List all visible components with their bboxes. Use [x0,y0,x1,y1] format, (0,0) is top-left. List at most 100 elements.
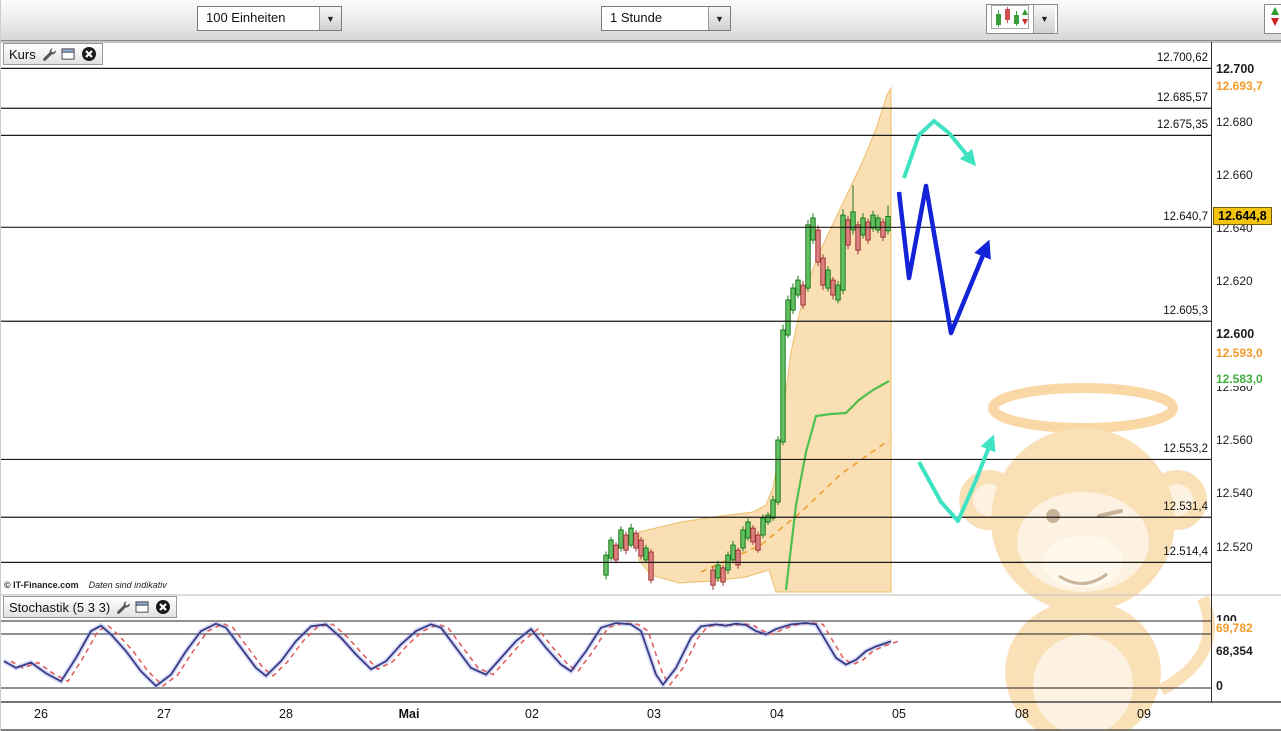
price-axis-tick: 12.700 [1216,62,1255,76]
candle-body [770,499,776,519]
x-axis-label: 27 [157,707,171,721]
price-level-label: 12.531,4 [1163,501,1208,514]
x-axis-label: Mai [398,707,420,721]
candle-body [855,224,861,251]
stoch-panel-title: Stochastik (5 3 3) [9,599,111,615]
candle-body [720,567,726,583]
close-icon[interactable] [81,46,97,62]
teal-arrow-bottom [917,434,996,523]
candle-body [603,554,609,576]
candle-body [800,284,806,306]
candle-body [885,215,891,232]
x-axis-label: 04 [770,707,784,721]
indicator-value-marker: 12.593,0 [1216,345,1265,360]
window-icon[interactable] [135,600,150,614]
watermark-monkey-icon [959,383,1215,731]
candle-body [835,284,841,301]
chevron-down-icon: ▼ [1040,14,1049,24]
price-level-label: 12.553,2 [1163,443,1208,456]
price-axis-tick: 12.600 [1216,327,1255,342]
candle-body [820,257,826,286]
candle-body [730,544,736,561]
copyright-note: © IT-Finance.com Daten sind indikativ [4,580,167,590]
candle-body [780,329,786,443]
candle-body [618,529,624,549]
wrench-icon[interactable] [115,600,130,615]
candle-body [815,229,821,263]
indicator-value-marker: 12.693,7 [1216,78,1265,93]
price-level-label: 12.675,35 [1156,119,1208,132]
candle-body [860,217,866,236]
candle-body [648,551,654,581]
price-level-label: 12.605,3 [1163,305,1208,318]
candle-body [755,534,761,551]
stoch-d-line [10,622,899,688]
candle-body [710,569,716,586]
candle-body [623,534,629,551]
x-axis-label: 28 [279,707,293,721]
stoch-value-marker: 68,354 [1216,644,1255,658]
corner-tool-button[interactable] [1264,4,1281,34]
wrench-icon[interactable] [41,47,56,62]
candle-body [735,549,741,566]
close-icon[interactable] [155,599,171,615]
current-price-marker: 12.644,8 [1213,207,1272,226]
candle-body [643,547,649,561]
stoch-value-marker: 69,782 [1216,621,1255,635]
candle-body [638,539,644,557]
interval-dropdown-arrow-button[interactable]: ▼ [708,7,730,30]
kurs-panel-header[interactable]: Kurs [3,43,103,65]
orange-dashed-ma-line [700,439,890,573]
candle-body [865,221,871,241]
candle-body [750,527,756,543]
x-axis-label: 03 [647,707,661,721]
candle-body [790,287,796,311]
candle-body [633,532,639,549]
candle-body [745,521,751,539]
stoch-panel-header[interactable]: Stochastik (5 3 3) [3,596,178,618]
candle-body [775,439,781,503]
candle-body [845,219,851,246]
green-ma-line [784,380,890,591]
candle-body [830,279,836,296]
interval-dropdown-value: 1 Stunde [610,10,663,25]
candle-body [628,527,634,546]
candlestick-chart-icon [987,4,1033,34]
price-axis-tick: 12.540 [1216,486,1253,501]
candle-body [613,544,619,561]
candle-body [715,564,721,579]
units-dropdown[interactable]: 100 Einheiten ▼ [197,6,342,31]
x-axis-label: 08 [1015,707,1029,721]
price-axis-tick: 12.660 [1216,168,1253,183]
units-dropdown-arrow-button[interactable]: ▼ [319,7,341,30]
price-level-label: 12.700,62 [1156,52,1208,65]
chart-type-arrow-button[interactable]: ▼ [1033,5,1055,33]
copyright-text: © IT-Finance.com [4,580,79,590]
chart-type-button[interactable]: ▼ [986,4,1058,34]
units-dropdown-value: 100 Einheiten [206,10,286,25]
x-axis-label: 02 [525,707,539,721]
window-icon[interactable] [61,47,76,61]
price-axis-tick: 12.560 [1216,433,1253,448]
up-down-arrows-icon [1265,5,1281,34]
disclaimer-text: Daten sind indikativ [88,580,167,590]
price-level-label: 12.514,4 [1163,546,1208,559]
x-axis-label: 09 [1137,707,1151,721]
chevron-down-icon: ▼ [715,13,724,24]
candle-body [765,514,771,523]
candle-body [850,211,856,231]
x-axis-label: 05 [892,707,906,721]
price-axis-tick: 12.680 [1216,115,1253,130]
candle-body [760,517,766,536]
price-axis-tick: 12.620 [1216,274,1253,289]
indicator-value-marker: 12.583,0 [1216,372,1265,387]
interval-dropdown[interactable]: 1 Stunde ▼ [601,6,731,31]
blue-zigzag-arrow [896,183,991,336]
candle-body [840,214,846,291]
candle-body [825,269,831,289]
teal-arrow-top [902,119,977,179]
x-axis-label: 26 [34,707,48,721]
chevron-down-icon: ▼ [326,13,335,24]
